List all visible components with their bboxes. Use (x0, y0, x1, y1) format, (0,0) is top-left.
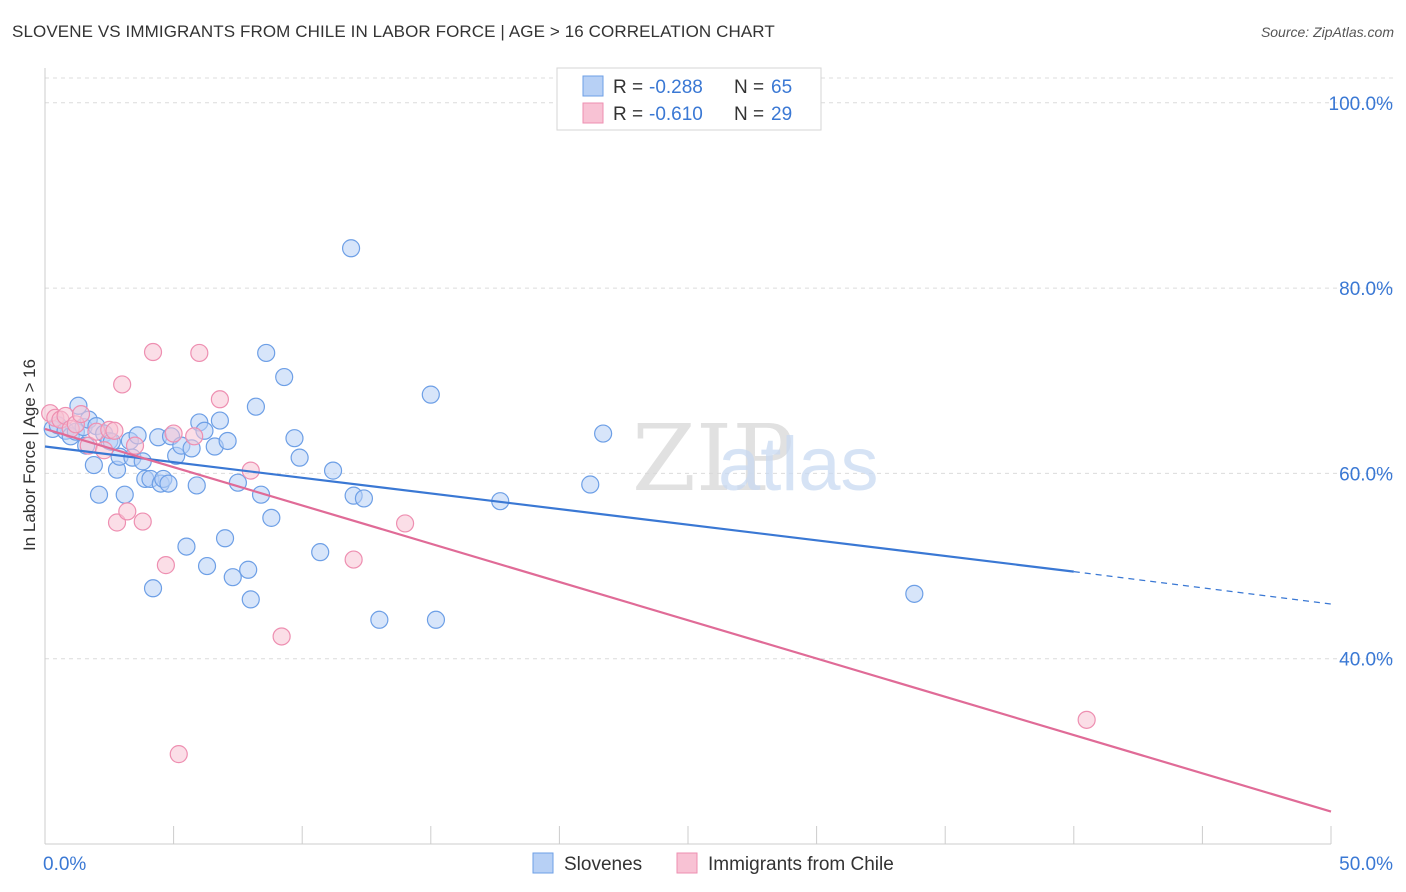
slovene-point (177, 537, 196, 556)
slovene-point (84, 455, 103, 475)
legend-n-value-pink: 29 (771, 104, 792, 125)
chile-point (107, 513, 127, 532)
chile-point (118, 502, 137, 521)
watermark-atlas: atlas (718, 422, 879, 507)
legend-n-label-pink: N = (734, 104, 764, 125)
chile-point (133, 512, 152, 531)
slovene-point (187, 476, 206, 495)
slovene-point (143, 579, 163, 598)
slovene-point (246, 397, 266, 416)
stats-legend: R = -0.288 N = 65 R = -0.610 N = 29 (556, 67, 822, 131)
chile-point (344, 550, 363, 569)
y-tick-label: 60.0% (1339, 464, 1393, 485)
legend-swatch-slovenes (532, 852, 554, 874)
chile-point (1077, 710, 1096, 729)
chart-title: SLOVENE VS IMMIGRANTS FROM CHILE IN LABO… (12, 22, 775, 41)
source-label: Source: ZipAtlas.com (1260, 24, 1394, 40)
legend-r-label-blue: R = (613, 77, 643, 98)
slovene-point (223, 568, 242, 587)
slovene-point (426, 610, 446, 629)
slovene-point (421, 385, 440, 404)
legend-r-value-pink: -0.610 (649, 104, 703, 125)
slovene-point (285, 429, 304, 448)
legend-swatch-chile (676, 852, 698, 874)
watermark: ZIP atlas (632, 405, 879, 512)
slovene-point (323, 461, 343, 480)
chile-point (185, 427, 204, 446)
chile-point (169, 745, 188, 764)
watermark-zip: ZIP (632, 405, 794, 512)
slovene-point (594, 424, 613, 443)
slovene-point (89, 485, 109, 504)
legend-swatch-blue (582, 75, 604, 97)
chile-point (164, 424, 183, 443)
slovenes-trend-line (44, 445, 1074, 573)
chile-point (113, 375, 132, 394)
slovene-point (215, 529, 235, 548)
slovenes-trend-extension (1073, 571, 1332, 605)
slovene-point (905, 584, 924, 603)
slovene-point (159, 474, 178, 493)
chile-point (125, 436, 145, 455)
chile-point (105, 421, 124, 440)
legend-r-label-pink: R = (613, 104, 643, 125)
y-tick-labels: 40.0% 60.0% 80.0% 100.0% (1329, 94, 1394, 671)
slovene-point (210, 411, 229, 430)
y-tick-label: 40.0% (1339, 650, 1393, 671)
legend-n-value-blue: 65 (771, 77, 792, 98)
slovene-point (257, 343, 276, 363)
slovene-point (354, 489, 374, 508)
legend-label-slovenes: Slovenes (564, 854, 642, 875)
legend-r-value-blue: -0.288 (649, 77, 703, 98)
chile-point (210, 390, 229, 409)
chile-point (71, 405, 91, 424)
chile-point (395, 514, 415, 533)
y-axis-label: In Labor Force | Age > 16 (20, 359, 39, 551)
slovene-point (115, 485, 134, 504)
slovene-point (275, 367, 294, 387)
slovene-point (311, 543, 330, 562)
slovene-point (290, 448, 309, 467)
slovene-point (262, 508, 281, 527)
slovene-point (241, 590, 260, 609)
slovene-point (218, 431, 237, 451)
legend-n-label-blue: N = (734, 77, 764, 98)
x-tick-labels: 0.0% 50.0% (43, 854, 1393, 875)
x-tick-label: 0.0% (43, 854, 86, 875)
chile-point (272, 627, 291, 646)
axes (44, 68, 1332, 845)
chile-point (143, 342, 163, 362)
legend-swatch-pink (582, 102, 604, 124)
slovene-point (370, 610, 389, 629)
slovene-point (197, 556, 217, 576)
chile-trend-line (44, 427, 1332, 813)
slovene-point (239, 560, 258, 579)
trend-lines (44, 427, 1332, 813)
y-tick-label: 100.0% (1329, 94, 1394, 115)
chile-points (41, 342, 1096, 764)
y-tick-label: 80.0% (1339, 279, 1393, 300)
chile-point (190, 343, 209, 363)
chile-point (156, 556, 175, 575)
x-tick-label: 50.0% (1339, 854, 1393, 875)
slovene-point (341, 239, 361, 258)
slovene-point (581, 475, 600, 494)
legend-label-chile: Immigrants from Chile (708, 854, 894, 875)
series-legend: Slovenes Immigrants from Chile (532, 852, 894, 875)
